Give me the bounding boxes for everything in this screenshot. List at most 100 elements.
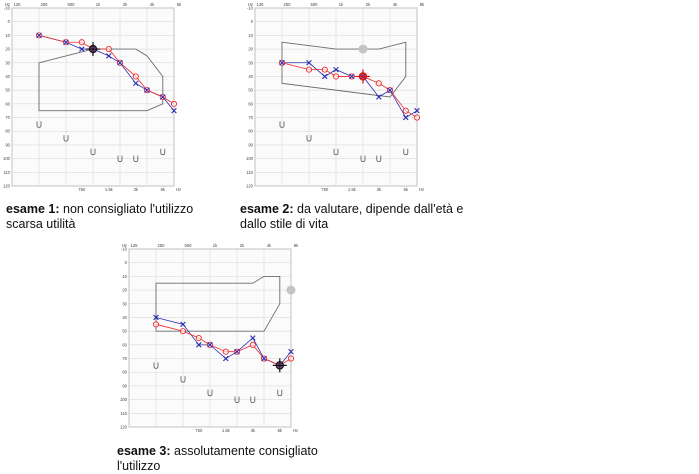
y-tick-label: 100 [246,156,254,161]
y-tick-label: -10 [121,247,128,252]
x-top-tick-label: 8k [420,2,425,7]
caption-text: da valutare, dipende dall'età e dallo st… [240,202,464,231]
bone-conduction-mark [403,148,409,156]
x-top-tick-label: 125 [14,2,22,7]
series-point-x [333,66,339,73]
series-point-circle [287,355,295,362]
y-tick-label: 50 [122,329,127,334]
series-point-x [322,73,328,80]
x-top-tick-label: 4k [267,243,272,248]
audiogram-svg-2: -10 0 10 20 30 40 50 60 70 80 90 100 110 120 125 250 500… [246,2,425,192]
y-tick-label: 60 [248,101,253,106]
audiogram-1: -10 0 10 20 30 40 50 60 70 80 90 100 110 120 125 250 500… [0,0,182,192]
series-point-x [207,342,213,348]
y-tick-label: 100 [120,397,128,402]
x-top-tick-label: 2k [123,2,128,7]
y-tick-label: 30 [248,60,253,65]
series-point-circle [249,341,256,348]
series-point-x [106,53,112,59]
series-point-x [36,32,42,39]
series-point-x [153,314,159,321]
bone-conduction-mark [160,148,166,156]
y-tick-label: 60 [122,342,127,347]
x-bottom-unit: Hz [293,428,298,433]
caption-text: non consigliato l'utilizzo scarsa utilit… [6,202,194,231]
series-point-x [117,59,123,66]
series-point-x [306,59,312,66]
bone-conduction-mark [180,376,186,383]
x-bottom-tick-label: 6k [404,187,409,192]
series-point-x [223,355,229,362]
caption-esame-1: esame 1: non consigliato l'utilizzo scar… [6,202,231,232]
y-tick-label: 50 [248,88,253,93]
y-tick-label: 10 [248,33,253,38]
y-tick-label: 0 [8,19,11,24]
audiogram-svg-1: -10 0 10 20 30 40 50 60 70 80 90 100 110 120 125 250 500… [3,2,182,192]
y-tick-label: 80 [5,129,10,134]
y-tick-label: 70 [248,115,253,120]
series-point-x [403,114,409,121]
x-top-tick-label: 125 [257,2,265,7]
x-top-tick-label: 8k [294,243,299,248]
y-tick-label: 40 [248,74,253,79]
x-top-tick-label: 1k [213,243,218,248]
x-bottom-unit: Hz [176,187,181,192]
bone-conduction-mark [117,155,123,163]
y-tick-label: 0 [251,19,254,24]
bone-conduction-mark [63,135,69,142]
series-point-x [196,342,202,348]
y-tick-label: 10 [122,274,127,279]
x-bottom-tick-label: 6k [161,187,166,192]
series-point-circle [132,73,139,80]
bone-conduction-mark [306,135,312,142]
series-point-circle [179,328,187,335]
y-tick-label: 120 [3,184,11,189]
bone-conduction-mark [376,155,382,163]
bone-conduction-mark [90,148,96,156]
caption-label: esame 2: [240,202,294,216]
bone-conduction-mark [279,121,285,128]
series-point-x [279,59,285,66]
cursor-marker [272,358,287,373]
series-point-x [376,94,382,100]
x-bottom-tick-label: 1.5k [348,187,357,192]
x-top-unit: Hz [122,243,127,248]
y-tick-label: 90 [248,142,253,147]
series-point-x [63,39,69,46]
audiogram-3: -10 0 10 20 30 40 50 60 70 80 90 100 110 120 125 250 500… [117,241,299,433]
series-point-circle [375,80,382,87]
series-line-circle [155,323,292,366]
x-top-tick-label: 2k [366,2,371,7]
x-bottom-tick-label: 750 [78,187,86,192]
series-point-circle [170,100,178,107]
x-top-unit: Hz [5,2,10,7]
series-point-circle [332,73,340,80]
y-tick-label: 100 [3,156,11,161]
x-bottom-tick-label: 3k [251,428,256,433]
x-bottom-tick-label: 750 [195,428,203,433]
audiogram-svg-3: -10 0 10 20 30 40 50 60 70 80 90 100 110 120 125 250 500… [120,243,299,433]
bone-conduction-mark [36,121,42,128]
bone-conduction-mark [133,155,139,163]
caption-esame-2: esame 2: da valutare, dipende dall'età e… [240,202,470,232]
x-top-tick-label: 1k [339,2,344,7]
y-tick-label: 70 [122,356,127,361]
y-tick-label: 20 [248,47,253,52]
y-tick-label: 60 [5,101,10,106]
y-tick-label: 80 [122,370,127,375]
x-top-tick-label: 500 [311,2,319,7]
bone-conduction-mark [333,148,339,156]
y-tick-label: 10 [5,33,10,38]
x-top-tick-label: 4k [393,2,398,7]
series-point-circle [105,46,112,53]
y-tick-label: 120 [246,184,254,189]
y-tick-label: 0 [125,260,128,265]
x-bottom-tick-label: 750 [321,187,329,192]
series-point-x [180,321,186,328]
bone-conduction-mark [277,389,283,397]
series-point-x [349,73,355,80]
y-tick-label: 40 [5,74,10,79]
x-bottom-tick-label: 1.5k [105,187,114,192]
y-tick-label: 30 [5,60,10,65]
x-bottom-unit: Hz [419,187,424,192]
